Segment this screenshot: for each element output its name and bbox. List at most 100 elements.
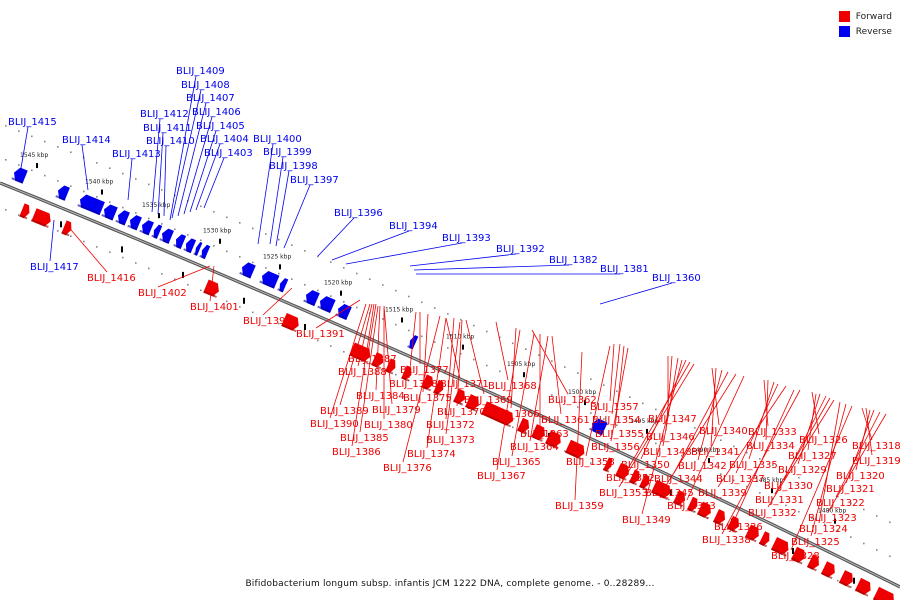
gene-label-reverse-5[interactable]: BLIJ_1404 (195, 134, 249, 211)
gene-reverse-11[interactable] (193, 241, 203, 256)
gene-label-forward-64[interactable]: BLIJ_1324 (799, 401, 848, 535)
gene-label[interactable]: BLIJ_1384 (356, 391, 405, 402)
gene-label[interactable]: BLIJ_1362 (548, 395, 597, 406)
gene-forward-23[interactable] (673, 490, 688, 508)
gene-shape[interactable] (629, 469, 642, 485)
gene-reverse-4[interactable] (115, 209, 130, 226)
gene-label-forward-24[interactable]: BLIJ_1373 (426, 321, 475, 446)
gene-label[interactable]: BLIJ_1347 (648, 414, 697, 425)
gene-shape[interactable] (639, 474, 652, 490)
gene-reverse-2[interactable] (77, 193, 105, 216)
gene-shape[interactable] (603, 457, 614, 472)
gene-reverse-15[interactable] (277, 277, 289, 293)
gene-label[interactable]: BLIJ_1389 (320, 406, 369, 417)
gene-reverse-5[interactable] (127, 214, 142, 231)
gene-shape[interactable] (127, 214, 142, 231)
gene-reverse-16[interactable] (303, 288, 320, 307)
gene-label[interactable]: BLIJ_1380 (364, 420, 413, 431)
gene-forward-2[interactable] (61, 220, 74, 237)
gene-label-forward-53[interactable]: BLIJ_1335 (729, 381, 778, 471)
gene-forward-21[interactable] (639, 474, 652, 491)
gene-label[interactable]: BLIJ_1403 (204, 148, 253, 159)
gene-shape[interactable] (726, 515, 742, 533)
gene-label-forward-71[interactable]: BLIJ_1322 (816, 411, 881, 509)
gene-reverse-17[interactable] (317, 295, 336, 314)
gene-label-reverse-2[interactable]: BLIJ_1407 (177, 93, 235, 217)
gene-label[interactable]: BLIJ_1373 (426, 435, 475, 446)
gene-label-forward-14[interactable]: BLIJ_1389 (320, 303, 371, 417)
gene-shape[interactable] (465, 394, 482, 412)
gene-label[interactable]: BLIJ_1405 (196, 121, 245, 132)
gene-label-forward-29[interactable]: BLIJ_1365 (492, 333, 541, 468)
gene-label-forward-32[interactable]: BLIJ_1357 (590, 343, 639, 413)
gene-label[interactable]: BLIJ_1358 (566, 457, 615, 468)
gene-label-forward-72[interactable]: BLIJ_1323 (808, 413, 887, 524)
gene-label-forward-68[interactable]: BLIJ_1319 (852, 407, 900, 467)
gene-forward-31[interactable] (790, 546, 808, 565)
gene-shape[interactable] (696, 501, 714, 520)
gene-forward-11[interactable] (453, 388, 468, 406)
gene-label-forward-19[interactable]: BLIJ_1390 (310, 303, 367, 430)
gene-shape[interactable] (193, 241, 203, 256)
gene-label[interactable]: BLIJ_1326 (799, 435, 848, 446)
gene-label[interactable]: BLIJ_1366 (491, 409, 540, 420)
gene-label[interactable]: BLIJ_1320 (836, 471, 885, 482)
gene-label[interactable]: BLIJ_1324 (799, 524, 848, 535)
gene-label-forward-30[interactable]: BLIJ_1376 (383, 315, 441, 474)
gene-label-reverse-4[interactable]: BLIJ_1405 (189, 121, 245, 213)
gene-label-forward-20[interactable]: BLIJ_1380 (364, 308, 413, 431)
gene-shape[interactable] (872, 586, 897, 600)
gene-label[interactable]: BLIJ_1337 (716, 474, 765, 485)
gene-shape[interactable] (19, 203, 32, 219)
gene-label-forward-9[interactable]: BLIJ_1371 (440, 317, 489, 390)
gene-forward-3[interactable] (203, 279, 221, 298)
gene-label[interactable]: BLIJ_1374 (407, 449, 456, 460)
gene-label-forward-27[interactable]: BLIJ_1386 (332, 303, 381, 458)
gene-label[interactable]: BLIJ_1341 (691, 447, 740, 458)
gene-label-forward-4[interactable]: BLIJ_1391 (296, 299, 361, 340)
gene-label-forward-1[interactable]: BLIJ_1402 (138, 265, 211, 299)
gene-label[interactable]: BLIJ_1382 (549, 255, 598, 266)
gene-shape[interactable] (712, 509, 728, 526)
gene-label[interactable]: BLIJ_1349 (622, 515, 671, 526)
gene-label-reverse-0[interactable]: BLIJ_1409 (169, 66, 225, 221)
gene-label-forward-42[interactable]: BLIJ_1352 (606, 361, 691, 484)
gene-shape[interactable] (77, 193, 105, 216)
gene-label[interactable]: BLIJ_1356 (591, 442, 640, 453)
gene-label-reverse-9[interactable]: BLIJ_1410 (146, 136, 195, 217)
gene-forward-24[interactable] (687, 496, 700, 513)
gene-forward-15[interactable] (531, 424, 548, 442)
gene-label[interactable]: BLIJ_1416 (87, 273, 136, 284)
gene-label-reverse-20[interactable]: BLIJ_1392 (409, 244, 545, 267)
gene-shape[interactable] (687, 496, 700, 513)
gene-label[interactable]: BLIJ_1355 (595, 429, 644, 440)
gene-label[interactable]: BLIJ_1359 (555, 501, 604, 512)
gene-label-forward-5[interactable]: BLIJ_1387 (348, 303, 397, 365)
gene-forward-12[interactable] (465, 394, 482, 412)
gene-label[interactable]: BLIJ_1400 (253, 134, 302, 145)
gene-label-forward-0[interactable]: BLIJ_1416 (65, 223, 136, 284)
gene-label[interactable]: BLIJ_1350 (621, 460, 670, 471)
gene-label[interactable]: BLIJ_1353 (599, 488, 648, 499)
gene-forward-14[interactable] (517, 417, 532, 435)
gene-label-reverse-3[interactable]: BLIJ_1406 (183, 107, 241, 215)
gene-forward-30[interactable] (770, 536, 791, 557)
gene-label-forward-58[interactable]: BLIJ_1326 (799, 391, 848, 446)
gene-label[interactable]: BLIJ_1409 (176, 66, 225, 77)
gene-label[interactable]: BLIJ_1340 (699, 426, 748, 437)
gene-label-forward-2[interactable]: BLIJ_1401 (190, 265, 239, 313)
gene-reverse-6[interactable] (139, 219, 154, 236)
gene-label-forward-8[interactable]: BLIJ_1378 (389, 311, 438, 390)
gene-shape[interactable] (151, 224, 163, 239)
gene-forward-34[interactable] (838, 570, 856, 588)
gene-label[interactable]: BLIJ_1379 (372, 405, 421, 416)
gene-forward-22[interactable] (651, 479, 673, 501)
gene-label-forward-63[interactable]: BLIJ_1332 (748, 399, 835, 519)
gene-label[interactable]: BLIJ_1329 (778, 465, 827, 476)
gene-label[interactable]: BLIJ_1370 (437, 407, 486, 418)
gene-reverse-1[interactable] (55, 184, 70, 201)
gene-forward-4[interactable] (281, 312, 301, 333)
gene-label[interactable]: BLIJ_1332 (748, 508, 797, 519)
gene-label[interactable]: BLIJ_1360 (652, 273, 701, 284)
gene-label-reverse-23[interactable]: BLIJ_1360 (599, 273, 701, 305)
